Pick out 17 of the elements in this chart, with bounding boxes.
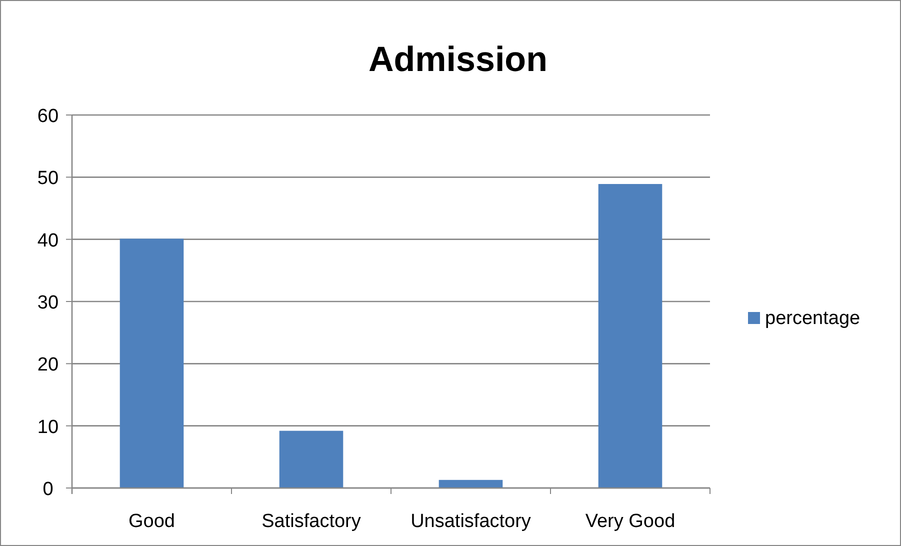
y-tick-label: 60 <box>37 106 59 127</box>
y-tick-label: 0 <box>42 479 54 500</box>
x-tick-label: Good <box>128 511 175 532</box>
legend-label: percentage <box>765 308 860 329</box>
y-tick-label: 20 <box>37 354 59 376</box>
x-tick-label: Very Good <box>585 511 676 532</box>
y-tick-label: 30 <box>37 292 59 314</box>
bar <box>598 184 662 488</box>
bar <box>438 480 503 488</box>
y-tick-label: 50 <box>37 168 59 190</box>
x-tick-label: Satisfactory <box>262 511 362 532</box>
x-tick-label: Unsatisfactory <box>410 511 532 532</box>
y-tick-label: 10 <box>37 416 59 438</box>
chart-title: Admission <box>368 40 548 79</box>
bar <box>279 430 344 488</box>
y-tick-label: 40 <box>37 230 59 252</box>
bar <box>120 238 184 488</box>
